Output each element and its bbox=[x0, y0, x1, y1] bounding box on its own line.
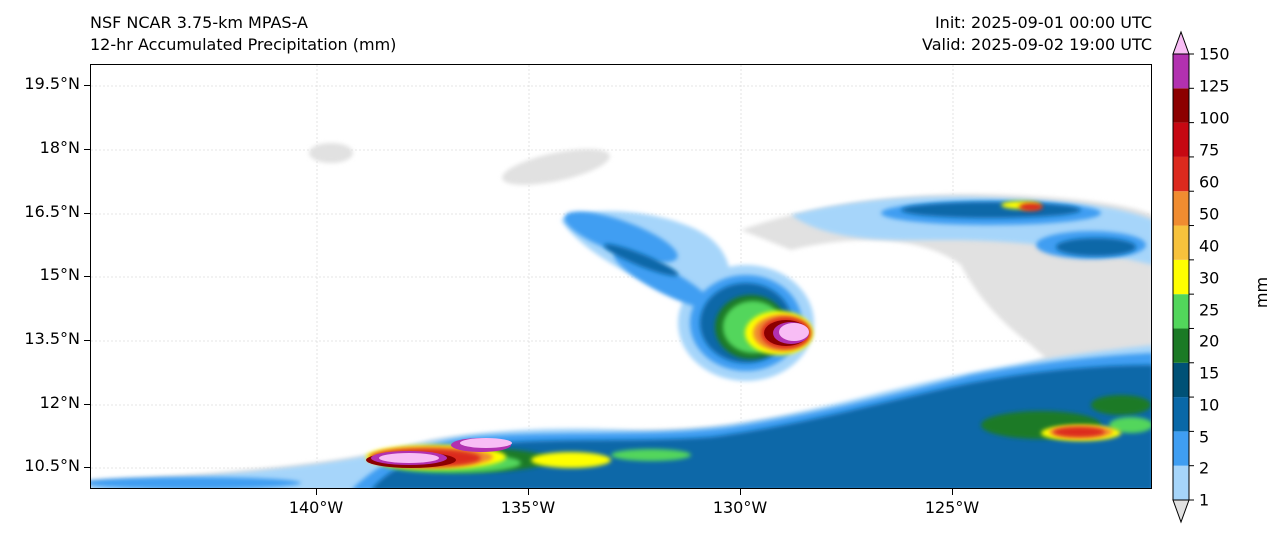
lon-tickmark bbox=[952, 489, 953, 495]
colorbar-segment-5 bbox=[1173, 431, 1189, 466]
map-plot-area[interactable] bbox=[90, 64, 1152, 489]
colorbar-label-150: 150 bbox=[1199, 44, 1230, 64]
lat-tickmark bbox=[84, 404, 90, 405]
colorbar-label-75: 75 bbox=[1199, 140, 1220, 160]
colorbar-label-40: 40 bbox=[1199, 236, 1220, 256]
init-time: Init: 2025-09-01 00:00 UTC bbox=[934, 13, 1152, 32]
lat-tickmark bbox=[84, 149, 90, 150]
lon-tickmark bbox=[316, 489, 317, 495]
colorbar-outline bbox=[1172, 53, 1190, 501]
colorbar-segment-15 bbox=[1173, 362, 1189, 398]
colorbar-label-5: 5 bbox=[1199, 427, 1210, 447]
lon-tickmark bbox=[740, 489, 741, 495]
colorbar-segment-75 bbox=[1173, 122, 1189, 157]
colorbar-segment-25 bbox=[1173, 294, 1189, 329]
colorbar-extend-max bbox=[1172, 30, 1190, 55]
model-title: NSF NCAR 3.75-km MPAS-A bbox=[90, 13, 308, 32]
colorbar-segment-20 bbox=[1173, 328, 1189, 363]
precipitation-map bbox=[91, 65, 1151, 488]
lat-label: 18°N bbox=[39, 138, 80, 157]
lon-label: 135°W bbox=[500, 498, 556, 517]
lat-label: 19.5°N bbox=[24, 74, 80, 93]
colorbar-segment-30 bbox=[1173, 259, 1189, 295]
lon-label: 125°W bbox=[924, 498, 980, 517]
colorbar-segment-100 bbox=[1173, 88, 1189, 123]
colorbar-label-20: 20 bbox=[1199, 331, 1220, 351]
colorbar-label-50: 50 bbox=[1199, 204, 1220, 224]
field-title: 12-hr Accumulated Precipitation (mm) bbox=[90, 35, 397, 54]
colorbar-label-30: 30 bbox=[1199, 268, 1220, 288]
precip-band-150mm bbox=[379, 323, 809, 463]
colorbar-segment-50 bbox=[1173, 191, 1189, 226]
lat-label: 10.5°N bbox=[24, 456, 80, 475]
lon-label: 140°W bbox=[288, 498, 344, 517]
lat-tickmark bbox=[84, 276, 90, 277]
lat-tickmark bbox=[84, 467, 90, 468]
lat-tickmark bbox=[84, 213, 90, 214]
colorbar-segment-2 bbox=[1173, 465, 1189, 500]
colorbar-label-10: 10 bbox=[1199, 395, 1220, 415]
colorbar-segment-40 bbox=[1173, 225, 1189, 260]
colorbar-segment-125 bbox=[1173, 54, 1189, 89]
colorbar-label-15: 15 bbox=[1199, 363, 1220, 383]
colorbar-segment-10 bbox=[1173, 397, 1189, 432]
lat-label: 15°N bbox=[39, 265, 80, 284]
lat-label: 16.5°N bbox=[24, 202, 80, 221]
lon-tickmark bbox=[528, 489, 529, 495]
colorbar-label-25: 25 bbox=[1199, 300, 1220, 320]
colorbar-label-1: 1 bbox=[1199, 490, 1210, 510]
lat-label: 12°N bbox=[39, 393, 80, 412]
colorbar-label-100: 100 bbox=[1199, 108, 1230, 128]
colorbar-segment-60 bbox=[1173, 156, 1189, 192]
colorbar-extend-min bbox=[1172, 499, 1190, 524]
lon-label: 130°W bbox=[712, 498, 768, 517]
lat-tickmark bbox=[84, 340, 90, 341]
colorbar bbox=[1172, 30, 1194, 524]
colorbar-label-2: 2 bbox=[1199, 458, 1210, 478]
colorbar-unit-label: mm bbox=[1252, 276, 1272, 309]
valid-time: Valid: 2025-09-02 19:00 UTC bbox=[921, 35, 1152, 54]
colorbar-label-60: 60 bbox=[1199, 172, 1220, 192]
colorbar-label-125: 125 bbox=[1199, 76, 1230, 96]
lat-label: 13.5°N bbox=[24, 329, 80, 348]
lat-tickmark bbox=[84, 85, 90, 86]
